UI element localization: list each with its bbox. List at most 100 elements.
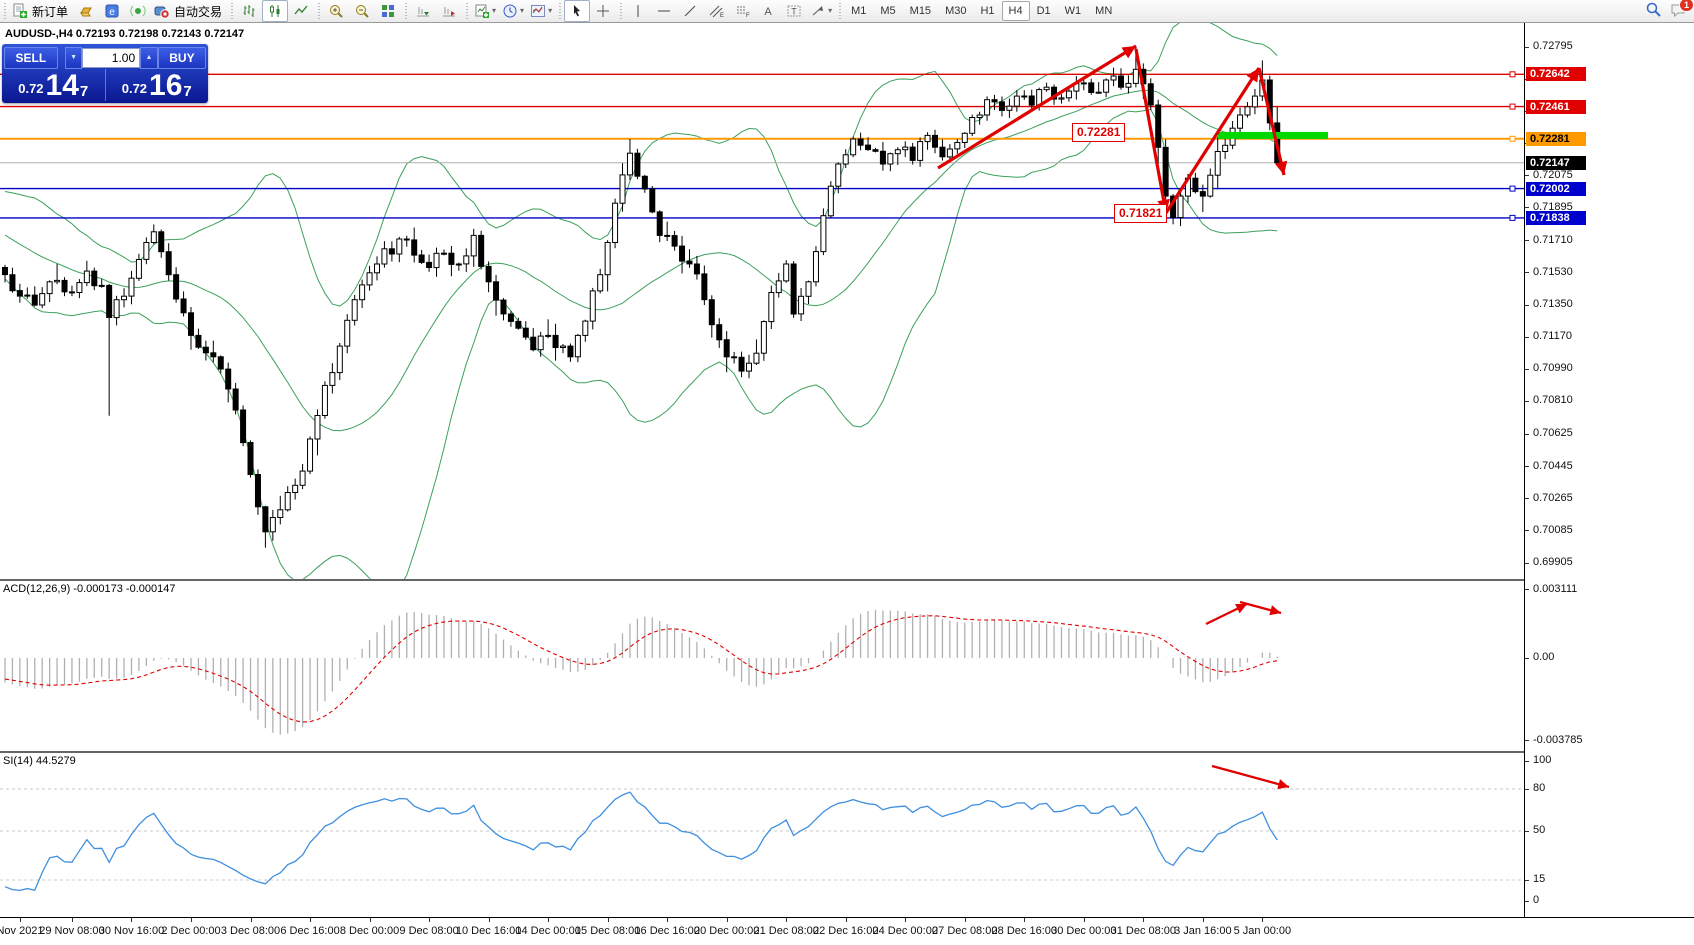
- time-axis-label: 6 Dec 16:00: [280, 925, 340, 937]
- tile-windows-button[interactable]: [375, 0, 401, 22]
- horizontal-lines-layer[interactable]: [0, 71, 1524, 221]
- draw-fibonacci-button[interactable]: F: [729, 0, 755, 22]
- periods-button[interactable]: ▾: [499, 0, 527, 22]
- macd-canvas: [4, 600, 1282, 735]
- main-chart-pane: [0, 23, 1524, 579]
- volume-decrease-button[interactable]: ▼: [64, 46, 83, 69]
- time-axis-label: 8 Dec 00:00: [339, 925, 400, 937]
- trend-arrows-layer: [937, 44, 1288, 214]
- price-tick-label: 0.70810: [1533, 394, 1573, 407]
- buy-button[interactable]: BUY: [157, 46, 207, 69]
- price-tick-label: 0.70445: [1533, 459, 1573, 472]
- time-axis-label: 16 Dec 16:00: [634, 925, 700, 937]
- vline-icon: [630, 3, 646, 19]
- macd-tick-label: 0.003111: [1533, 582, 1578, 595]
- time-axis-label: 21 Dec 08:00: [753, 925, 819, 937]
- draw-vline-button[interactable]: [625, 0, 651, 22]
- volume-input[interactable]: 1.00: [82, 47, 141, 68]
- draw-channel-button[interactable]: E: [703, 0, 729, 22]
- chart-shift-button[interactable]: [436, 0, 462, 22]
- notifications-button[interactable]: 1: [1670, 0, 1694, 18]
- macd-pane: [0, 581, 1524, 751]
- macd-tick-label: 0.00: [1533, 651, 1555, 663]
- trendline-icon: [682, 3, 698, 19]
- time-axis: Nov 2021 29 Nov 08:00 30 Nov 16:00 2 Dec 00…: [0, 917, 1694, 945]
- chevron-down-icon[interactable]: ▾: [828, 6, 833, 15]
- search-icon[interactable]: [1645, 1, 1662, 18]
- svg-text:T: T: [791, 7, 797, 17]
- price-level-badge: 0.72002: [1526, 181, 1586, 196]
- bar-chart-mode-button[interactable]: [236, 0, 262, 22]
- timeframe-M1-button[interactable]: M1: [851, 5, 867, 17]
- chevron-down-icon[interactable]: ▾: [520, 6, 525, 15]
- zoom-in-button[interactable]: [323, 0, 349, 22]
- auto-scroll-button[interactable]: [410, 0, 436, 22]
- auto-trading-label: 自动交易: [174, 4, 223, 19]
- pane-separator[interactable]: [0, 751, 1694, 753]
- price-level-badge: 0.71838: [1526, 210, 1586, 225]
- bollinger-bands-layer: [4, 23, 1278, 579]
- draw-label-button[interactable]: T: [781, 0, 807, 22]
- notification-badge: 1: [1678, 0, 1694, 12]
- new-order-label: 新订单: [32, 4, 69, 19]
- buy-price[interactable]: 0.72 16 7: [106, 69, 209, 101]
- new-chart-icon: [474, 3, 490, 19]
- crosshair-icon: [595, 3, 611, 19]
- price-tick-label: 0.71895: [1533, 200, 1573, 213]
- draw-text-button[interactable]: A: [755, 0, 781, 22]
- price-tick-label: 0.70990: [1533, 362, 1573, 375]
- cursor-icon: [569, 3, 585, 19]
- tile-windows-icon: [380, 3, 396, 19]
- draw-hline-button[interactable]: [651, 0, 677, 22]
- time-axis-label: 15 Dec 08:00: [574, 925, 641, 937]
- candle-chart-icon: [267, 3, 283, 19]
- price-level-badge: 0.72461: [1526, 99, 1586, 114]
- timeframe-M5-button[interactable]: M5: [880, 5, 896, 17]
- price-tick-label: 0.72075: [1533, 168, 1573, 181]
- sell-button[interactable]: SELL: [4, 46, 58, 69]
- fibonacci-icon: F: [734, 3, 750, 19]
- sell-price[interactable]: 0.72 14 7: [2, 69, 106, 101]
- crosshair-tool-button[interactable]: [590, 0, 616, 22]
- time-axis-label: 5 Jan 00:00: [1233, 925, 1292, 937]
- buy-price-sup: 7: [183, 83, 192, 100]
- signal-icon: [130, 3, 146, 19]
- auto-trading-button[interactable]: 自动交易: [151, 0, 227, 22]
- timeframe-W1-button[interactable]: W1: [1064, 5, 1082, 17]
- market-watch-button[interactable]: [73, 0, 99, 22]
- zoom-out-button[interactable]: [349, 0, 375, 22]
- svg-text:E: E: [720, 13, 724, 19]
- metaeditor-button[interactable]: e: [99, 0, 125, 22]
- draw-trendline-button[interactable]: [677, 0, 703, 22]
- template-icon: [530, 3, 546, 19]
- rsi-pane: [0, 753, 1524, 917]
- rsi-indicator-label: SI(14) 44.5279: [3, 755, 76, 767]
- templates-button[interactable]: ▾: [527, 0, 555, 22]
- candle-chart-mode-button[interactable]: [262, 0, 289, 22]
- chevron-down-icon[interactable]: ▾: [548, 6, 553, 15]
- price-tick-label: 0.70625: [1533, 427, 1573, 440]
- price-annotation-0.71821: 0.71821: [1114, 204, 1168, 223]
- cursor-tool-button[interactable]: [564, 0, 591, 22]
- timeframe-MN-button[interactable]: MN: [1095, 5, 1113, 17]
- price-tick-label: 0.69905: [1533, 556, 1573, 569]
- chevron-down-icon[interactable]: ▾: [492, 6, 497, 15]
- signals-button[interactable]: [125, 0, 151, 22]
- timeframe-H4-button[interactable]: H4: [1001, 1, 1030, 21]
- new-chart-button[interactable]: ▾: [471, 0, 499, 22]
- draw-arrows-button[interactable]: ▾: [807, 0, 835, 22]
- rsi-tick-label: 50: [1533, 824, 1546, 836]
- new-order-button[interactable]: 新订单: [9, 0, 73, 22]
- timeframe-D1-button[interactable]: D1: [1036, 5, 1051, 17]
- volume-increase-button[interactable]: ▲: [140, 46, 158, 69]
- autotrade-icon: [154, 3, 170, 19]
- timeframe-M30-button[interactable]: M30: [945, 5, 967, 17]
- line-chart-mode-button[interactable]: [288, 0, 314, 22]
- time-axis-label: 28 Dec 16:00: [991, 925, 1057, 937]
- time-axis-label: 10 Dec 16:00: [455, 925, 522, 937]
- timeframe-H1-button[interactable]: H1: [980, 5, 995, 17]
- pane-separator[interactable]: [0, 579, 1694, 581]
- rsi-canvas: [0, 764, 1524, 892]
- timeframe-M15-button[interactable]: M15: [909, 5, 932, 17]
